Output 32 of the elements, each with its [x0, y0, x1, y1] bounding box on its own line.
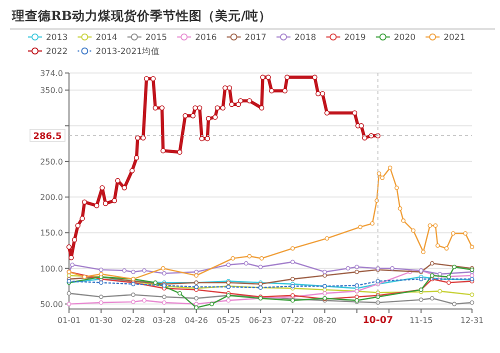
y-tick-label: 200.0 [40, 193, 63, 202]
x-tick-label: 08-20 [313, 316, 336, 325]
y-tick-label: 100.0 [40, 264, 63, 274]
chart-title: 理查德RB动力煤现货价季节性图（美元/吨） [11, 8, 272, 23]
x-tick-label: 11-15 [409, 316, 433, 325]
legend-label: 2018 [294, 33, 316, 43]
y-tick-label: 250.0 [40, 157, 63, 166]
x-tick-label: 06-23 [248, 316, 272, 325]
x-tick-label: 04-26 [184, 316, 208, 325]
legend-label: 2014 [96, 33, 118, 43]
x-tick-label: 07-22 [281, 316, 304, 325]
legend-label: 2017 [244, 33, 266, 43]
y-tick-label: 50.00 [40, 300, 63, 310]
legend-label: 2021 [444, 33, 466, 43]
ref-line-label: 286.5 [33, 132, 62, 142]
ref-line-label: 10-07 [362, 315, 394, 326]
x-tick-label: 12-31 [460, 316, 484, 325]
legend-label: 2022 [46, 47, 68, 57]
legend-label: 2019 [344, 33, 366, 43]
y-tick-label: 350.0 [40, 86, 63, 96]
y-tick-label: 374.0 [40, 69, 63, 78]
x-tick-label: 05-25 [216, 316, 240, 325]
x-tick-label: 01-01 [57, 316, 81, 325]
x-tick-label: 03-28 [152, 316, 176, 325]
legend-label: 2013 [46, 33, 68, 43]
y-tick-label: 150.0 [40, 228, 63, 238]
legend-label: 2016 [195, 33, 217, 43]
legend-label: 2015 [145, 33, 168, 43]
legend-label: 2013-2021均值 [96, 46, 160, 57]
legend-label: 2020 [394, 33, 416, 43]
x-tick-label: 01-30 [89, 316, 113, 325]
x-tick-label: 02-28 [122, 316, 145, 325]
